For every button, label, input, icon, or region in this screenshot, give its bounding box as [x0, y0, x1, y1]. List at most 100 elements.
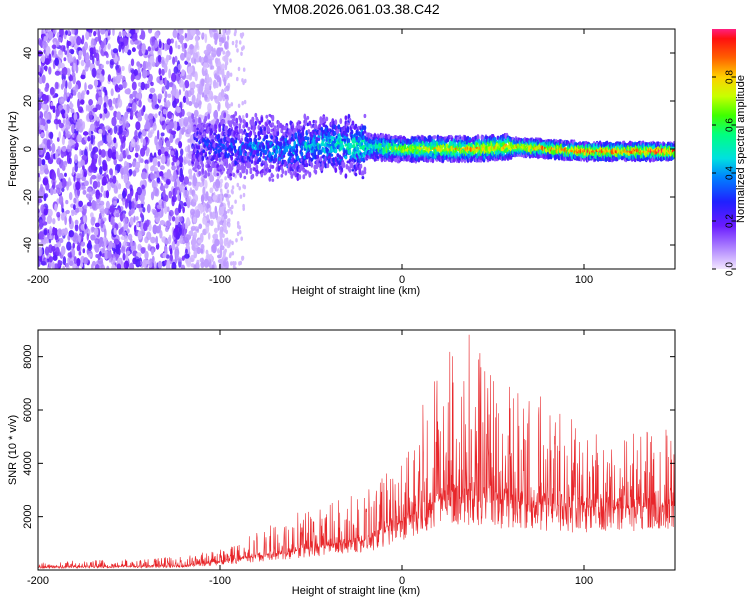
spectrogram-noise-cell	[145, 121, 151, 130]
spectrogram-noise-cell	[38, 249, 42, 256]
spectrogram-signal-cell	[290, 173, 294, 179]
spectrogram-noise-cell	[219, 237, 223, 242]
spectrogram-noise-cell	[92, 107, 98, 113]
spectrogram-noise-cell	[183, 189, 189, 199]
spectrogram-noise-cell	[45, 29, 51, 33]
spectrogram-noise-cell	[105, 60, 110, 65]
spectrogram-signal-cell	[220, 171, 224, 175]
spectrogram-signal-cell	[334, 167, 338, 173]
spectrogram-noise-cell	[76, 36, 82, 46]
spectrogram-noise-cell	[141, 43, 146, 52]
spectrogram-noise-cell	[137, 115, 143, 122]
spectrogram-noise-cell	[222, 254, 226, 259]
spectrogram-noise-cell	[203, 62, 208, 69]
spectrogram-signal-cell	[197, 133, 201, 140]
spectrogram-noise-cell	[65, 120, 71, 130]
spectrogram-noise-cell	[61, 136, 65, 145]
spectrogram-noise-cell	[43, 36, 47, 42]
spectrogram-noise-cell	[69, 215, 72, 225]
spectrogram-noise-cell	[202, 202, 206, 213]
spectrogram-noise-cell	[46, 232, 50, 240]
spectrogram-noise-cell	[81, 154, 88, 161]
spectrogram-noise-cell	[58, 195, 64, 205]
spectrogram-signal-cell	[258, 120, 262, 125]
spectrogram-signal-cell	[260, 116, 264, 123]
spectrogram-noise-cell	[222, 55, 227, 62]
spectrogram-noise-cell	[140, 147, 146, 157]
spectrogram-noise-cell	[159, 75, 163, 81]
spectrogram-noise-cell	[207, 102, 212, 113]
spectrogram-noise-cell	[67, 81, 72, 90]
spectrogram-noise-cell	[81, 176, 86, 182]
spectrogram-noise-cell	[230, 189, 234, 194]
spectrogram-signal-cell	[270, 155, 274, 162]
spectrogram-noise-cell	[242, 67, 246, 72]
spectrogram-noise-cell	[123, 37, 129, 46]
spectrogram-noise-cell	[229, 58, 232, 63]
spectrogram-noise-cell	[187, 66, 193, 74]
spectrogram-noise-cell	[90, 134, 94, 145]
spectrogram-noise-cell	[170, 248, 173, 256]
spectrogram-noise-cell	[67, 53, 73, 64]
spectrogram-signal-cell	[230, 166, 234, 171]
spectrogram-signal-cell	[238, 124, 242, 130]
spectrogram-noise-cell	[222, 233, 225, 238]
spectrogram-noise-cell	[61, 145, 67, 152]
spectrogram-noise-cell	[156, 204, 163, 210]
spectrogram-signal-cell	[251, 116, 255, 121]
spectrogram-noise-cell	[166, 169, 172, 179]
spectrogram-noise-cell	[125, 121, 129, 129]
spectrogram-noise-cell	[83, 131, 89, 136]
spectrogram-noise-cell	[100, 185, 104, 193]
spectrogram-noise-cell	[227, 218, 231, 223]
spectrogram-noise-cell	[75, 121, 79, 132]
spectrogram-noise-cell	[142, 60, 146, 71]
spectrogram-noise-cell	[159, 165, 165, 170]
spectrogram-noise-cell	[48, 244, 53, 254]
spectrogram-noise-cell	[193, 231, 197, 239]
spectrogram-noise-cell	[198, 85, 203, 95]
spectrogram-noise-cell	[230, 102, 234, 107]
spectrogram-noise-cell	[52, 226, 56, 236]
spectrogram-noise-cell	[76, 257, 81, 267]
spectrogram-signal-cell	[225, 125, 229, 130]
spectrogram-noise-cell	[142, 105, 146, 113]
spectrogram-signal-cell	[229, 173, 233, 177]
spectrogram-signal-cell	[322, 138, 326, 142]
spectrogram-noise-cell	[117, 98, 123, 108]
spectrogram-signal-cell	[214, 150, 218, 155]
spectrogram-noise-cell	[152, 224, 158, 235]
spectrogram-noise-cell	[225, 60, 229, 66]
spectrogram-noise-cell	[121, 231, 127, 236]
spectrogram-noise-cell	[131, 201, 135, 209]
spectrogram-noise-cell	[199, 182, 204, 188]
spectrogram-noise-cell	[154, 31, 160, 39]
spectrogram-signal-cell	[294, 132, 298, 138]
spectrogram-signal-cell	[219, 168, 223, 173]
spectrogram-noise-cell	[225, 99, 229, 109]
spectrogram-noise-cell	[51, 261, 55, 269]
spectrogram-noise-cell	[61, 66, 68, 76]
spectrogram-noise-cell	[39, 169, 44, 175]
spectrogram-noise-cell	[129, 216, 134, 226]
spectrogram-noise-cell	[239, 194, 243, 199]
spectrogram-signal-cell	[216, 118, 220, 124]
spectrogram-noise-cell	[209, 211, 213, 220]
spectrogram-noise-cell	[237, 103, 241, 109]
spectrogram-noise-cell	[238, 186, 241, 191]
spectrogram-noise-cell	[114, 170, 118, 176]
spectrogram-noise-cell	[113, 125, 118, 134]
spectrogram-noise-cell	[83, 216, 86, 223]
spectrogram-signal-cell	[222, 167, 226, 172]
spectrogram-signal-cell	[281, 168, 285, 175]
spectrogram-noise-cell	[157, 129, 160, 140]
spectrogram-signal-cell	[265, 114, 269, 119]
spectrogram-signal-cell	[234, 153, 238, 157]
spectrogram-noise-cell	[63, 104, 67, 111]
spectrogram-signal-cell	[239, 117, 243, 124]
spectrogram-signal-cell	[265, 163, 269, 168]
spectrogram-noise-cell	[169, 135, 174, 144]
spectrogram-noise-cell	[82, 165, 85, 171]
spectrogram-noise-cell	[177, 125, 181, 131]
spectrogram-noise-cell	[195, 57, 200, 63]
